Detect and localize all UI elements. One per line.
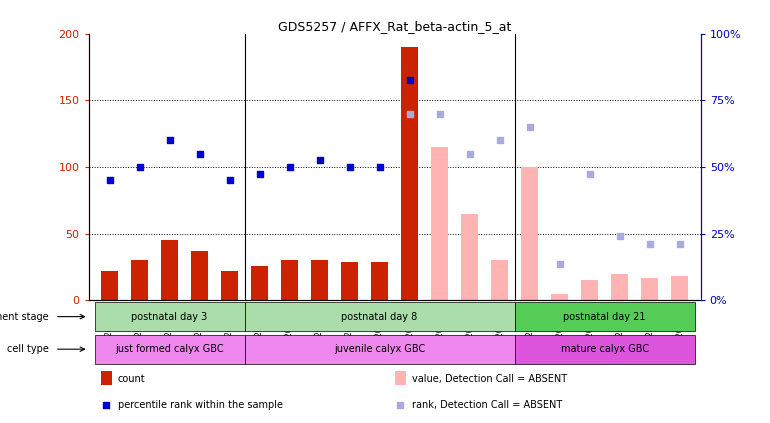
- Bar: [514, 335, 695, 364]
- Bar: [461, 214, 478, 300]
- Bar: [95, 302, 245, 331]
- Point: [100, 402, 112, 409]
- Point: [403, 77, 416, 84]
- Text: mature calyx GBC: mature calyx GBC: [561, 344, 649, 354]
- Text: just formed calyx GBC: just formed calyx GBC: [116, 344, 224, 354]
- Text: percentile rank within the sample: percentile rank within the sample: [118, 401, 283, 410]
- Bar: [251, 266, 268, 300]
- Point: [193, 151, 206, 157]
- Bar: [102, 271, 118, 300]
- Bar: [101, 371, 112, 385]
- Point: [674, 241, 686, 248]
- Text: count: count: [118, 374, 146, 384]
- Bar: [245, 335, 514, 364]
- Bar: [521, 167, 538, 300]
- Bar: [221, 271, 238, 300]
- Bar: [281, 261, 298, 300]
- Bar: [245, 302, 514, 331]
- Point: [394, 402, 407, 409]
- Text: postnatal day 3: postnatal day 3: [132, 312, 208, 321]
- Point: [343, 164, 356, 170]
- Point: [403, 110, 416, 117]
- Point: [283, 164, 296, 170]
- Point: [133, 164, 146, 170]
- Text: juvenile calyx GBC: juvenile calyx GBC: [334, 344, 425, 354]
- Text: postnatal day 8: postnatal day 8: [342, 312, 418, 321]
- Point: [223, 177, 236, 184]
- Point: [373, 164, 386, 170]
- Bar: [431, 147, 448, 300]
- Text: value, Detection Call = ABSENT: value, Detection Call = ABSENT: [412, 374, 567, 384]
- Bar: [341, 262, 358, 300]
- Point: [163, 137, 176, 144]
- Bar: [132, 261, 148, 300]
- Bar: [611, 274, 628, 300]
- Point: [313, 157, 326, 164]
- Text: cell type: cell type: [7, 344, 49, 354]
- Bar: [641, 277, 658, 300]
- Bar: [401, 47, 418, 300]
- Point: [554, 261, 566, 268]
- Title: GDS5257 / AFFX_Rat_beta-actin_5_at: GDS5257 / AFFX_Rat_beta-actin_5_at: [278, 20, 511, 33]
- Point: [103, 177, 116, 184]
- Text: rank, Detection Call = ABSENT: rank, Detection Call = ABSENT: [412, 401, 562, 410]
- Point: [253, 170, 266, 177]
- Point: [494, 137, 506, 144]
- Point: [524, 124, 536, 131]
- Bar: [514, 302, 695, 331]
- Point: [434, 110, 446, 117]
- Bar: [581, 280, 598, 300]
- Bar: [162, 240, 178, 300]
- Bar: [395, 371, 406, 385]
- Point: [614, 233, 626, 240]
- Bar: [371, 262, 388, 300]
- Bar: [491, 261, 508, 300]
- Point: [584, 170, 596, 177]
- Bar: [95, 335, 245, 364]
- Point: [644, 241, 656, 248]
- Bar: [191, 251, 208, 300]
- Text: postnatal day 21: postnatal day 21: [564, 312, 646, 321]
- Bar: [671, 276, 688, 300]
- Point: [464, 151, 476, 157]
- Bar: [551, 294, 568, 300]
- Text: development stage: development stage: [0, 312, 49, 321]
- Bar: [311, 261, 328, 300]
